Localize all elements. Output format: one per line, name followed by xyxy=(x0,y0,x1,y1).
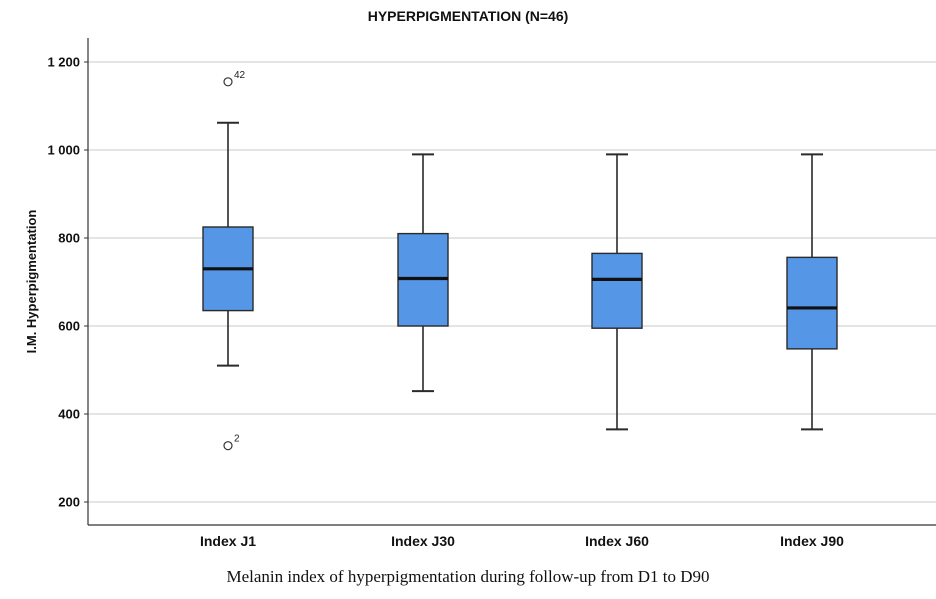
y-tick-label: 1 000 xyxy=(47,143,80,158)
box xyxy=(591,252,643,329)
box xyxy=(786,256,838,350)
outlier-label: 42 xyxy=(234,70,246,81)
y-axis-label: I.M. Hyperpigmentation xyxy=(24,210,39,354)
x-category-label: Index J1 xyxy=(200,533,256,549)
boxplot-chart: 200 400 600 800 1 000 1 200 I.M. Hyperpigmenta… xyxy=(24,38,936,549)
y-tick-label: 800 xyxy=(58,231,80,246)
y-tick-label: 600 xyxy=(58,319,80,334)
y-tick-label: 200 xyxy=(58,495,80,510)
x-category-label: Index J30 xyxy=(391,533,455,549)
y-tick-label: 1 200 xyxy=(47,55,80,70)
outlier-point xyxy=(223,77,233,87)
y-tick-label: 400 xyxy=(58,407,80,422)
outlier-point xyxy=(223,441,233,451)
figure-caption: Melanin index of hyperpigmentation durin… xyxy=(226,567,710,586)
x-category-label: Index J90 xyxy=(780,533,844,549)
outlier-label: 2 xyxy=(234,434,240,445)
x-category-label: Index J60 xyxy=(585,533,649,549)
chart-title: HYPERPIGMENTATION (N=46) xyxy=(367,8,569,24)
